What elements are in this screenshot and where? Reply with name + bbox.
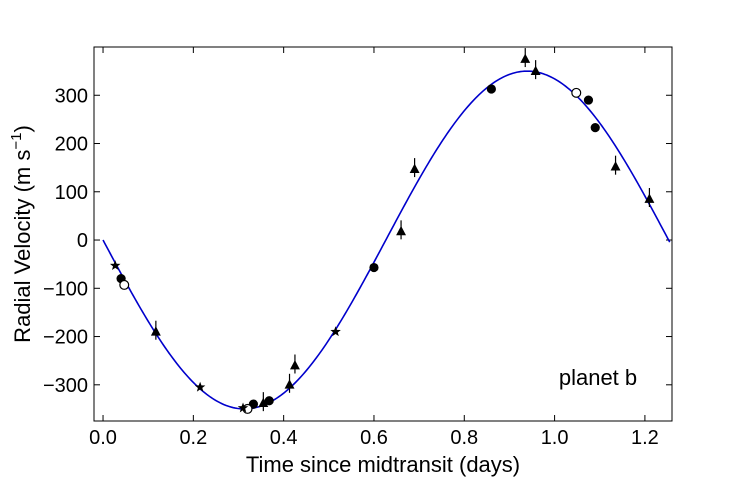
data-point-circle <box>369 262 379 273</box>
y-tick-label: 0 <box>77 230 88 252</box>
y-tick-label: 100 <box>55 182 88 204</box>
x-tick-label: 0.0 <box>89 427 117 449</box>
data-point-open-circle <box>571 87 582 98</box>
x-tick-label: 0.2 <box>179 427 207 449</box>
y-tick-labels: −300 −200 −100 0 100 200 300 <box>43 85 88 397</box>
data-points <box>109 48 655 414</box>
y-axis-label-close: ) <box>10 125 35 132</box>
data-point-triangle <box>610 161 621 171</box>
data-point-triangle <box>150 326 161 336</box>
plot-frame <box>93 46 673 422</box>
data-point-triangle <box>530 65 541 75</box>
x-axis-label: Time since midtransit (days) <box>246 452 520 477</box>
plot-background <box>94 47 672 421</box>
data-point-circle <box>590 122 600 133</box>
data-point-triangle <box>396 225 407 236</box>
x-tick-labels: 0.0 0.2 0.4 0.6 0.8 1.0 1.2 <box>89 427 659 449</box>
data-point-circle <box>264 396 274 406</box>
y-axis-label-main: Radial Velocity (m s <box>10 150 35 343</box>
data-point-circle <box>486 84 496 94</box>
data-point-triangle <box>409 163 420 173</box>
y-tick-label: −100 <box>43 278 88 300</box>
y-tick-label: −200 <box>43 327 88 349</box>
y-tick-label: 200 <box>55 134 88 156</box>
data-point-star <box>109 260 121 271</box>
x-tick-label: 0.6 <box>360 427 388 449</box>
data-point-triangle <box>520 53 531 63</box>
data-point-triangle <box>644 193 655 203</box>
planet-annotation: planet b <box>559 365 637 390</box>
data-point-star <box>237 402 249 413</box>
data-point-star <box>330 326 341 337</box>
x-tick-label: 0.4 <box>270 427 298 449</box>
x-tick-label: 1.2 <box>631 427 659 449</box>
data-point-triangle <box>284 379 295 389</box>
data-point-triangle <box>258 397 269 407</box>
y-tick-label: −300 <box>43 375 88 397</box>
y-axis-label: Radial Velocity (m s−1) <box>8 125 35 343</box>
data-point-star <box>194 381 206 392</box>
data-point-open-circle <box>119 279 130 290</box>
y-axis-label-exponent: −1 <box>8 133 25 150</box>
x-tick-label: 0.8 <box>450 427 478 449</box>
data-point-circle <box>583 95 594 105</box>
x-tick-label: 1.0 <box>541 427 569 449</box>
data-point-triangle <box>289 360 300 370</box>
y-tick-label: 300 <box>55 85 88 107</box>
